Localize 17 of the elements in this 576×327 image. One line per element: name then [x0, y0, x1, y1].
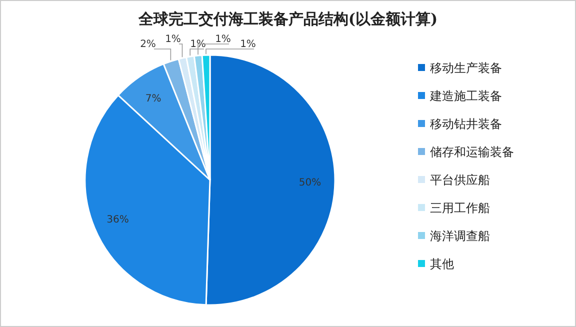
data-label: 2% [140, 39, 156, 50]
data-label: 1% [215, 34, 231, 45]
legend-label: 其他 [430, 257, 454, 271]
legend-label: 移动生产装备 [430, 61, 502, 75]
data-label: 1% [190, 39, 206, 50]
chart-title: 全球完工交付海工装备产品结构(以金额计算) [137, 10, 438, 28]
data-label: 1% [165, 34, 181, 45]
legend-label: 海洋调查船 [430, 229, 490, 243]
legend-label: 储存和运输装备 [430, 145, 514, 159]
data-label: 7% [145, 94, 162, 105]
legend-label: 平台供应船 [430, 173, 490, 187]
legend-label: 移动钻井装备 [430, 117, 502, 131]
data-label: 1% [240, 39, 256, 50]
data-label: 50% [298, 178, 322, 189]
legend-label: 三用工作船 [430, 201, 490, 215]
data-label: 36% [106, 214, 129, 226]
legend-label: 建造施工装备 [429, 89, 502, 103]
